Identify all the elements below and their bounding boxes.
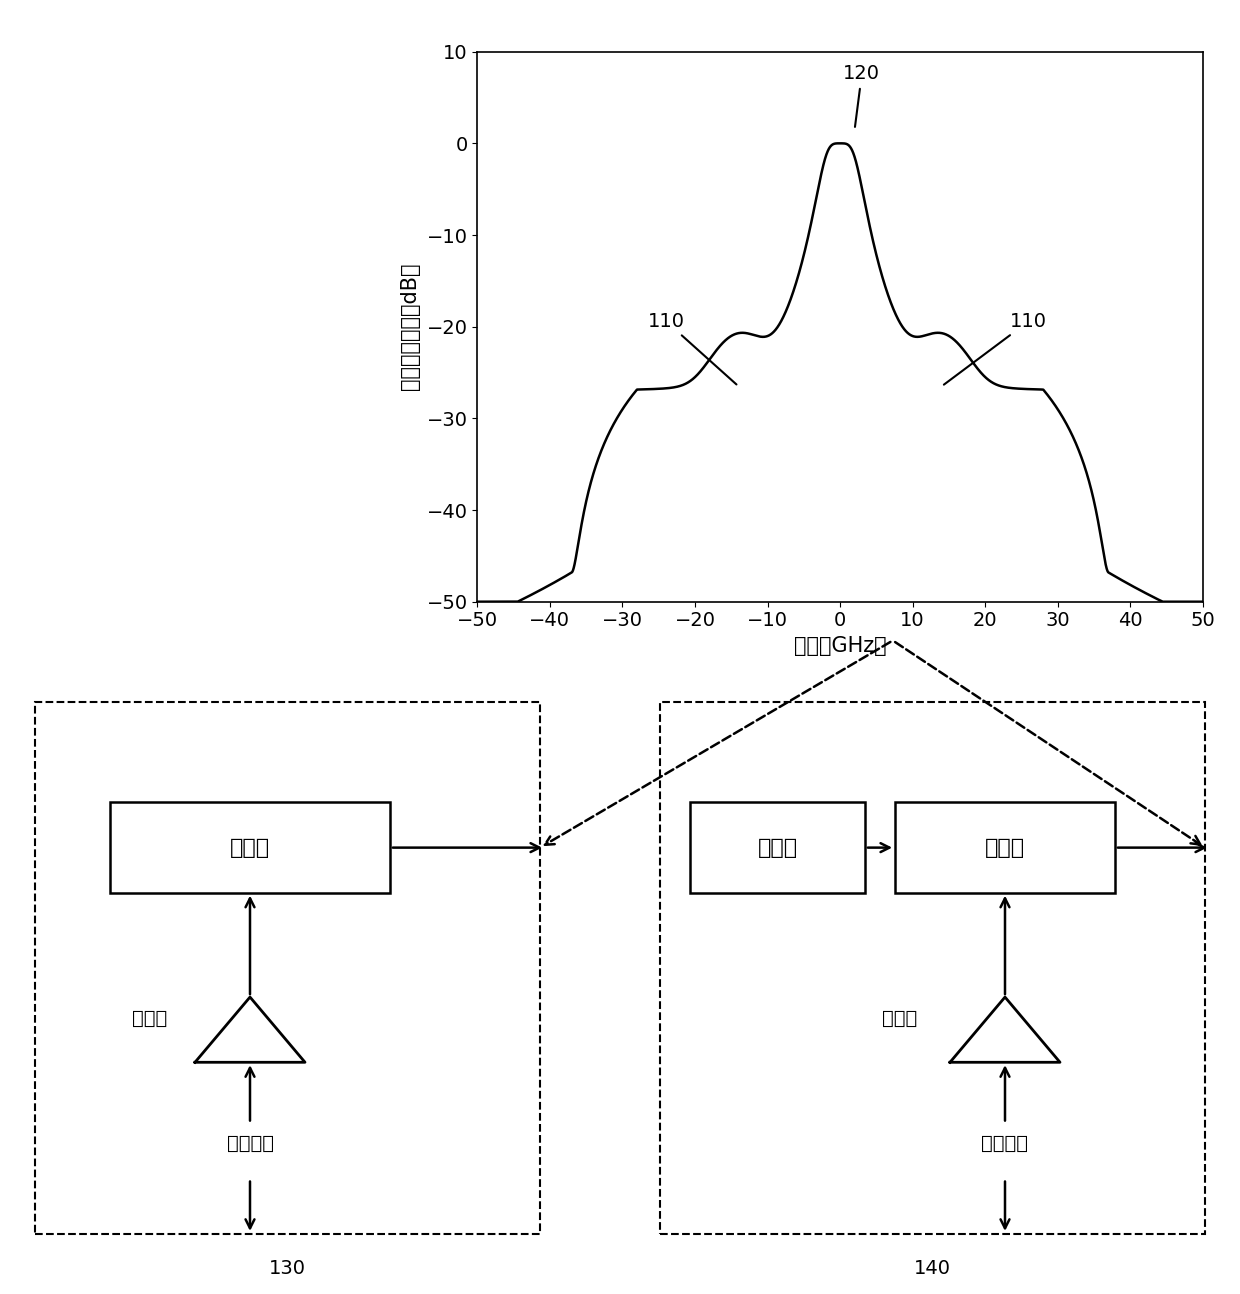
Text: 110: 110	[647, 312, 737, 384]
Text: 130: 130	[269, 1259, 306, 1278]
Text: 140: 140	[914, 1259, 951, 1278]
Text: 120: 120	[843, 65, 880, 127]
Text: 110: 110	[944, 312, 1048, 384]
Bar	[110, 802, 391, 893]
X-axis label: 频率（GHz）: 频率（GHz）	[794, 635, 887, 656]
Y-axis label: 归一化光功率（dB）: 归一化光功率（dB）	[399, 263, 419, 391]
Text: 数字信号: 数字信号	[982, 1134, 1028, 1153]
Text: 调制器: 调制器	[985, 837, 1025, 858]
Text: 数字信号: 数字信号	[227, 1134, 274, 1153]
Bar	[660, 703, 1205, 1233]
Bar	[35, 703, 539, 1233]
Text: 激光器: 激光器	[229, 837, 270, 858]
Text: 激光器: 激光器	[758, 837, 797, 858]
Bar	[895, 802, 1115, 893]
Text: 驱动器: 驱动器	[133, 1008, 167, 1027]
Text: 驱动器: 驱动器	[883, 1008, 918, 1027]
Bar	[689, 802, 866, 893]
